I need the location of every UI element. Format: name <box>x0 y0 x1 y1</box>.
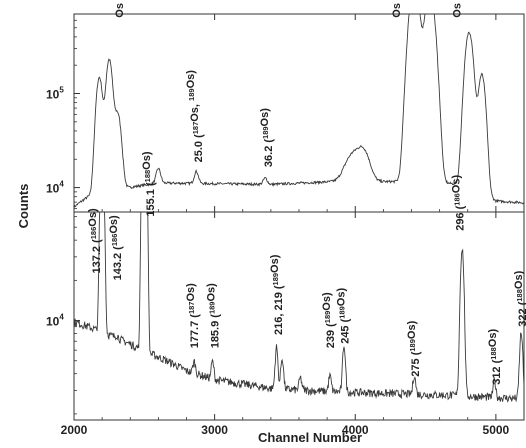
peak-label: 312 (188Os) <box>487 329 503 385</box>
x-axis-title: Channel Number <box>258 430 362 445</box>
x-tick-label: 5000 <box>483 423 510 437</box>
bottom-panel: 104 137.2 (186Os) 143.2 (186Os) 155.1 (188O… <box>46 151 526 421</box>
peak-label: 322 (188Os) <box>513 270 526 326</box>
bottom-y-tick-label: 104 <box>46 313 64 329</box>
peak-label: 137.2 (186Os) <box>87 208 103 273</box>
peak-label: 177.7 (187Os) <box>185 283 201 348</box>
peak-label: 25.0 (187Os, 189Os) <box>185 70 205 163</box>
peak-label: 245 (189Os) <box>336 288 352 344</box>
peak-label: Os L-Xrays <box>114 0 126 18</box>
top-y-tick-label: 105 <box>46 86 64 102</box>
peak-label: 185.9 (189Os) <box>206 283 222 348</box>
top-y-tick-label: 104 <box>46 180 64 196</box>
peak-label: 275 (189Os) <box>406 320 422 376</box>
bottom-frame <box>73 211 525 421</box>
x-axis: 2000 3000 4000 5000 <box>61 14 510 437</box>
x-tick-label: 4000 <box>342 423 369 437</box>
peak-label: 239 (189Os) <box>321 292 337 348</box>
bottom-spectrum-line <box>74 212 524 403</box>
peak-label: Os Kα-Xrays <box>391 0 403 18</box>
top-spectrum-line <box>74 14 524 209</box>
peak-label: Os Kβ-Xrays <box>452 0 464 18</box>
peak-label: 36.2 (189Os) <box>259 108 275 167</box>
peak-label: 296 (186Os) <box>450 175 466 231</box>
x-tick-label: 2000 <box>61 423 88 437</box>
peak-label: 143.2 (186Os) <box>108 215 124 280</box>
peak-label: 216, 219 (189Os) <box>269 254 285 335</box>
y-axis-title: Counts <box>16 184 31 229</box>
x-tick-label: 3000 <box>201 423 228 437</box>
peak-label: 155.1 (188Os) <box>141 151 157 216</box>
